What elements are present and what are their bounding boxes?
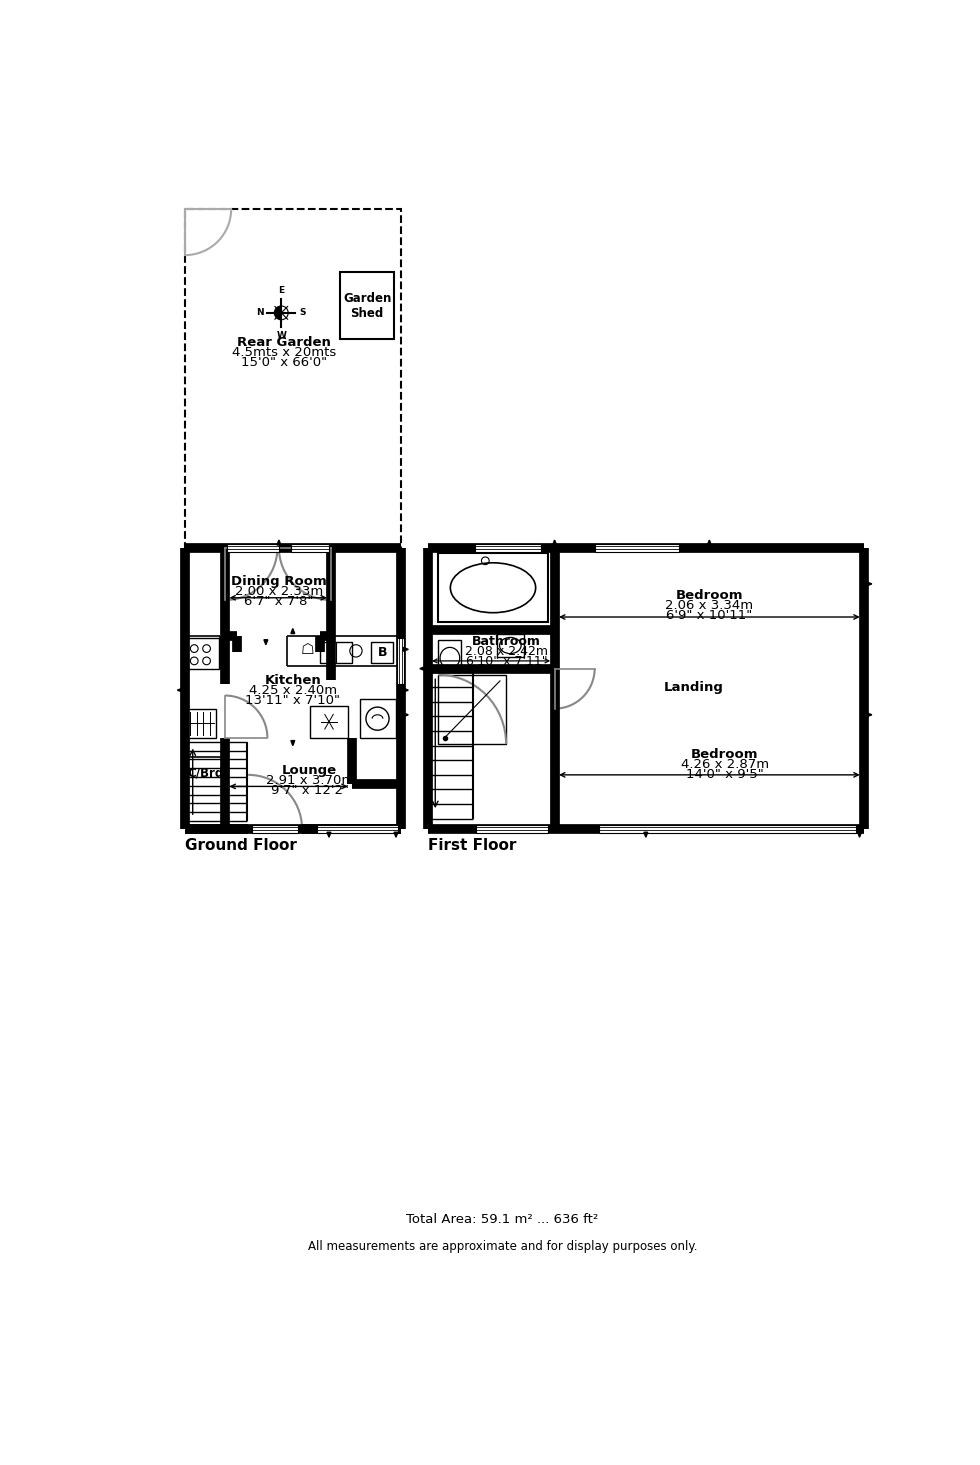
Text: Bathroom: Bathroom xyxy=(472,636,541,648)
Bar xyxy=(475,544,541,551)
Polygon shape xyxy=(394,832,398,837)
Text: 2.00 x 2.33m: 2.00 x 2.33m xyxy=(235,585,323,598)
Text: Ground Floor: Ground Floor xyxy=(185,838,297,853)
Bar xyxy=(397,637,405,684)
Polygon shape xyxy=(404,713,409,716)
Polygon shape xyxy=(291,628,295,633)
Text: Bedroom: Bedroom xyxy=(691,749,759,762)
Text: 4.5mts x 20mts: 4.5mts x 20mts xyxy=(232,346,336,359)
Text: S: S xyxy=(299,308,306,318)
Text: Garden
Shed: Garden Shed xyxy=(343,292,391,319)
Polygon shape xyxy=(291,741,295,746)
Text: Dining Room: Dining Room xyxy=(231,576,326,587)
Text: Total Area: 59.1 m² ... 636 ft²: Total Area: 59.1 m² ... 636 ft² xyxy=(406,1213,599,1226)
Text: 6'7" x 7'8": 6'7" x 7'8" xyxy=(244,595,314,608)
Text: 2.91 x 3.70m: 2.91 x 3.70m xyxy=(266,774,354,787)
Bar xyxy=(186,709,216,738)
Text: First Floor: First Floor xyxy=(427,838,515,853)
Bar xyxy=(599,825,857,832)
Text: 13'11" x 7'10": 13'11" x 7'10" xyxy=(245,693,340,706)
Text: ☖: ☖ xyxy=(301,643,315,658)
Text: 14'0" x 9'5": 14'0" x 9'5" xyxy=(686,768,763,781)
Bar xyxy=(438,640,462,672)
Text: E: E xyxy=(278,286,284,294)
Text: Landing: Landing xyxy=(664,681,724,694)
Text: W: W xyxy=(276,331,286,340)
Text: Lounge: Lounge xyxy=(282,763,337,776)
Polygon shape xyxy=(553,541,557,545)
Bar xyxy=(319,642,352,664)
Polygon shape xyxy=(419,667,425,671)
Text: All measurements are approximate and for display purposes only.: All measurements are approximate and for… xyxy=(308,1239,697,1253)
Text: 4.25 x 2.40m: 4.25 x 2.40m xyxy=(249,684,337,697)
Bar xyxy=(290,544,329,551)
Bar xyxy=(497,634,524,656)
Bar xyxy=(438,675,506,744)
Text: B: B xyxy=(377,646,387,659)
Bar xyxy=(360,699,396,738)
Text: 9'7" x 12'2": 9'7" x 12'2" xyxy=(270,784,349,797)
Text: N: N xyxy=(256,308,264,318)
Text: 6'9" x 10'11": 6'9" x 10'11" xyxy=(666,609,753,623)
Text: 6'10" x 7'11": 6'10" x 7'11" xyxy=(466,655,547,668)
Bar xyxy=(186,637,219,668)
Text: 2.06 x 3.34m: 2.06 x 3.34m xyxy=(665,599,754,612)
Polygon shape xyxy=(708,541,711,545)
Bar xyxy=(252,825,298,832)
Polygon shape xyxy=(264,640,268,645)
Bar xyxy=(476,825,549,832)
Bar xyxy=(227,544,279,551)
Bar xyxy=(595,544,679,551)
Polygon shape xyxy=(327,832,331,837)
Text: 4.26 x 2.87m: 4.26 x 2.87m xyxy=(681,759,769,772)
Polygon shape xyxy=(404,689,409,691)
Text: 2.08 x 2.42m: 2.08 x 2.42m xyxy=(465,645,548,658)
Text: Bedroom: Bedroom xyxy=(675,589,743,602)
Polygon shape xyxy=(275,306,281,319)
Bar xyxy=(318,825,398,832)
Bar xyxy=(340,272,395,338)
Text: 15'0" x 66'0": 15'0" x 66'0" xyxy=(241,356,327,369)
Polygon shape xyxy=(277,541,281,545)
Polygon shape xyxy=(858,832,861,837)
Text: C/Brd: C/Brd xyxy=(187,766,223,779)
Bar xyxy=(438,554,548,623)
Text: Rear Garden: Rear Garden xyxy=(237,337,331,349)
Polygon shape xyxy=(644,832,648,837)
Bar xyxy=(310,706,348,738)
Bar xyxy=(185,209,401,548)
Text: Kitchen: Kitchen xyxy=(265,674,321,687)
Polygon shape xyxy=(867,713,872,716)
Polygon shape xyxy=(867,582,872,586)
Bar xyxy=(371,642,393,664)
Polygon shape xyxy=(177,689,182,691)
Polygon shape xyxy=(404,648,409,652)
